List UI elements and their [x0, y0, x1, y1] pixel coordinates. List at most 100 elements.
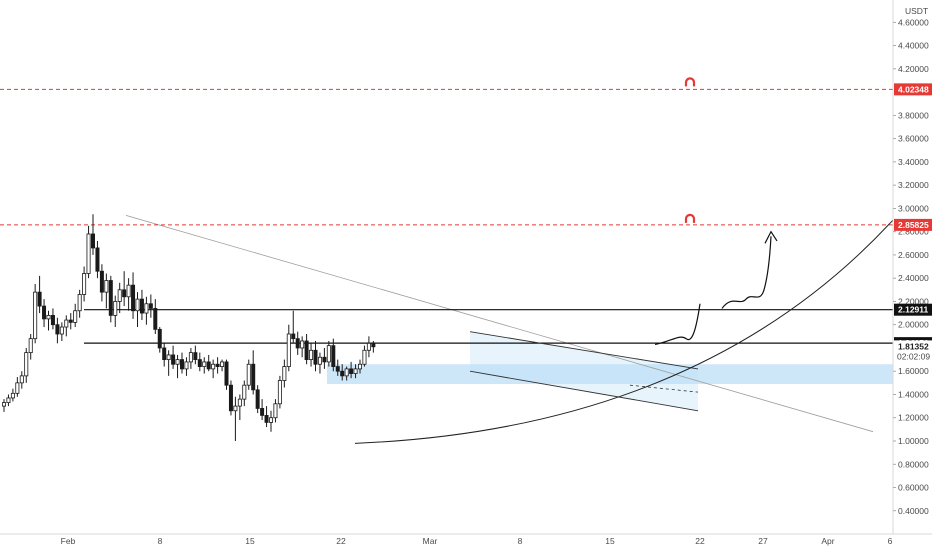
candle-body — [28, 338, 33, 354]
candle-body — [322, 356, 327, 363]
demand-zone — [327, 364, 893, 385]
descending-trendline — [125, 214, 874, 433]
candle-body — [215, 363, 220, 367]
y-tick-label: 4.40000 — [898, 41, 929, 51]
price-tag-label: 4.02348 — [898, 84, 929, 94]
candle-body — [166, 354, 171, 360]
candle-body — [237, 398, 242, 407]
candle-body — [46, 314, 51, 320]
candle-body — [349, 368, 354, 374]
candle-body — [33, 291, 38, 340]
candle-body — [202, 361, 207, 367]
candle-body — [340, 370, 345, 377]
candle-body — [104, 280, 109, 293]
candle-body — [108, 280, 113, 316]
candle-body — [255, 389, 260, 409]
candle-body — [73, 310, 78, 323]
candle-body — [224, 361, 229, 386]
y-tick-label: 1.60000 — [898, 366, 929, 376]
y-tick-label: 3.80000 — [898, 110, 929, 120]
candle-body — [206, 361, 211, 370]
candle-body — [326, 345, 331, 363]
y-tick-label: 3.60000 — [898, 134, 929, 144]
x-tick-label: 15 — [245, 536, 255, 546]
candle-body — [19, 375, 24, 384]
candle-body — [188, 352, 193, 363]
y-tick-label: 1.40000 — [898, 389, 929, 399]
candle-body — [211, 363, 216, 370]
candle-body — [304, 340, 309, 360]
y-tick-label: 1.20000 — [898, 413, 929, 423]
candle-body — [15, 382, 20, 394]
price-tag-label: 2.12911 — [898, 305, 929, 315]
x-tick-label: 27 — [758, 536, 768, 546]
candle-body — [10, 392, 15, 399]
candle-body — [6, 397, 11, 404]
candle-body — [82, 273, 87, 295]
candle-body — [366, 342, 371, 351]
candle-body — [233, 405, 238, 412]
candle-body — [68, 319, 73, 323]
candle-body — [77, 294, 82, 312]
price-tag-bg — [894, 303, 932, 316]
candle-body — [37, 291, 42, 307]
candle-body — [50, 314, 55, 326]
candle-body — [193, 352, 198, 360]
candle-body — [309, 349, 314, 360]
candle-body — [197, 359, 202, 367]
y-tick-label: 2.60000 — [898, 250, 929, 260]
price-tag-label: 1.81352 — [898, 341, 929, 351]
projection-path-2 — [721, 236, 772, 309]
y-tick-label: 4.60000 — [898, 17, 929, 27]
x-tick-label: 6 — [888, 536, 893, 546]
candle-body — [371, 342, 376, 348]
candle-body — [2, 402, 7, 407]
candle-body — [113, 301, 118, 316]
candle-body — [122, 289, 127, 298]
candle-body — [24, 352, 29, 377]
candle-body — [291, 333, 296, 340]
y-tick-label: 4.20000 — [898, 64, 929, 74]
price-tag-bg — [894, 83, 932, 96]
candle-body — [246, 363, 251, 386]
price-tag-bg — [894, 218, 932, 231]
candle-body — [171, 354, 176, 365]
y-tick-label: 2.40000 — [898, 273, 929, 283]
candle-body — [353, 368, 358, 374]
y-tick-label: 3.40000 — [898, 157, 929, 167]
y-tick-label: 0.80000 — [898, 459, 929, 469]
currency-label: USDT — [905, 6, 928, 16]
x-tick-label: 22 — [695, 536, 705, 546]
y-tick-label: 3.00000 — [898, 203, 929, 213]
candle-body — [317, 356, 322, 365]
y-tick-label: 1.00000 — [898, 436, 929, 446]
candle-body — [184, 361, 189, 370]
candle-body — [175, 359, 180, 365]
candle-body — [117, 289, 122, 302]
candle-body — [139, 298, 144, 314]
candle-body — [64, 319, 69, 328]
candle-body — [277, 380, 282, 405]
channel-upper-line — [469, 331, 699, 370]
magnet-icon — [684, 77, 696, 87]
candle-body — [95, 247, 100, 272]
candle-body — [220, 361, 225, 367]
candle-body — [59, 326, 64, 335]
price-tag-label: 2.85825 — [898, 220, 929, 230]
countdown-label: 02:02:09 — [897, 351, 930, 361]
price-tag-bg — [894, 340, 932, 353]
x-tick-label: Feb — [61, 536, 76, 546]
candle-body — [91, 233, 96, 249]
candle-body — [331, 345, 336, 367]
x-tick-label: 8 — [158, 536, 163, 546]
candle-body — [144, 303, 149, 314]
candle-body — [99, 270, 104, 293]
candle-body — [228, 384, 233, 412]
y-tick-label: 0.40000 — [898, 506, 929, 516]
candle-body — [148, 303, 153, 309]
y-tick-label: 2.00000 — [898, 320, 929, 330]
channel-shade — [470, 331, 698, 411]
arrow-head-icon — [764, 230, 778, 244]
